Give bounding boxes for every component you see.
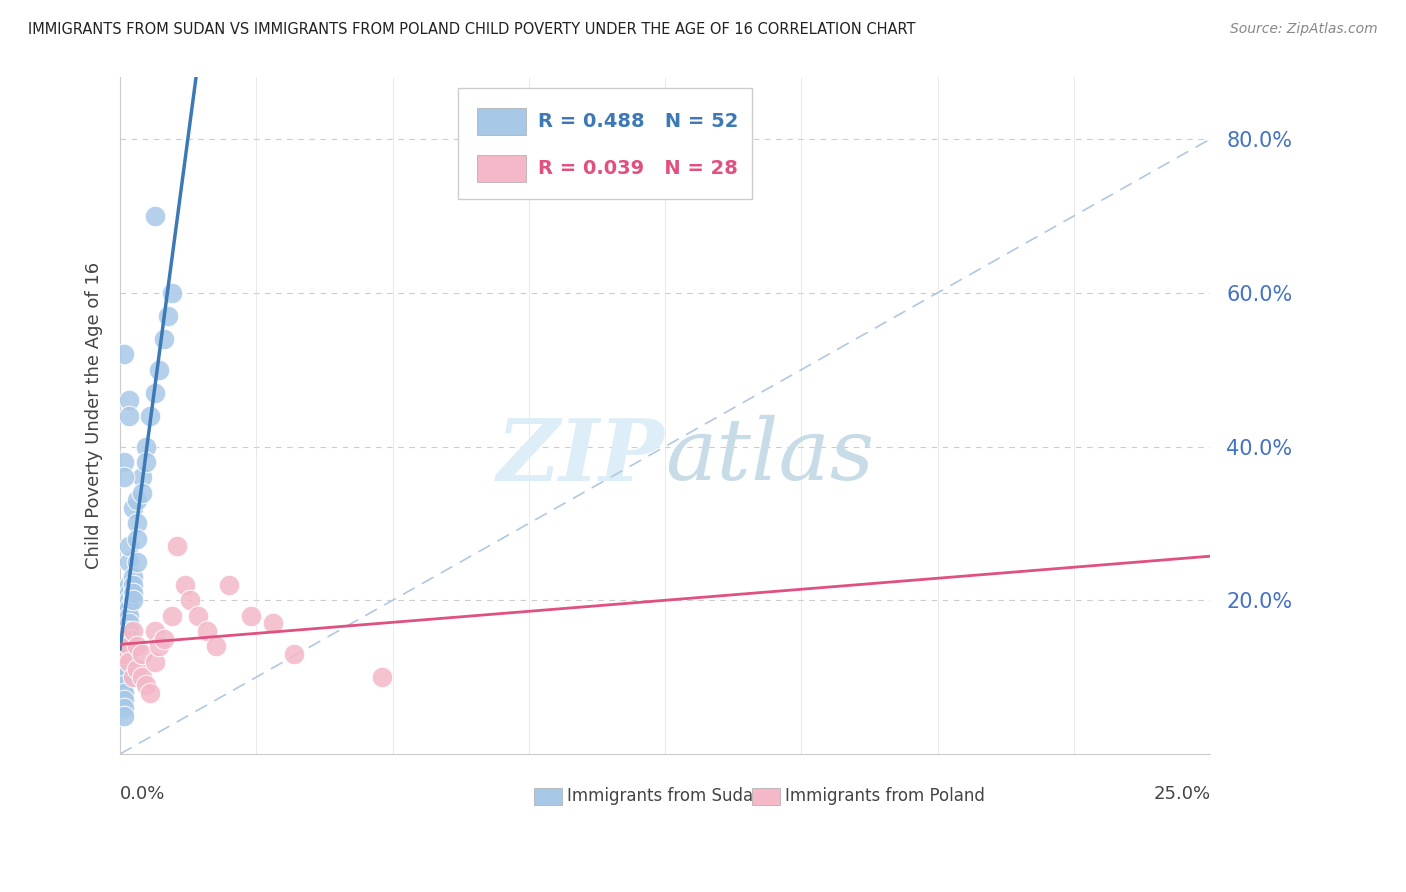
Point bbox=[112, 678, 135, 692]
Bar bbox=[534, 788, 561, 805]
Point bbox=[112, 663, 135, 677]
Point bbox=[112, 601, 135, 615]
Point bbox=[112, 670, 135, 684]
Point bbox=[162, 608, 184, 623]
Point bbox=[127, 663, 149, 677]
Point bbox=[112, 701, 135, 715]
Point bbox=[122, 585, 145, 599]
Point bbox=[118, 555, 141, 569]
Point bbox=[283, 647, 305, 661]
FancyBboxPatch shape bbox=[458, 87, 752, 199]
Point bbox=[118, 540, 141, 554]
Bar bbox=[477, 155, 526, 182]
Point bbox=[127, 555, 149, 569]
Bar bbox=[752, 788, 780, 805]
Point bbox=[112, 585, 135, 599]
Point bbox=[118, 393, 141, 408]
Point bbox=[112, 632, 135, 646]
Point bbox=[127, 640, 149, 654]
Point bbox=[143, 209, 166, 223]
Point bbox=[118, 608, 141, 623]
Point bbox=[135, 440, 157, 454]
Point bbox=[122, 501, 145, 516]
Point bbox=[166, 540, 188, 554]
Text: Immigrants from Poland: Immigrants from Poland bbox=[785, 787, 986, 805]
Point bbox=[112, 685, 135, 699]
Point bbox=[118, 616, 141, 631]
Point bbox=[156, 309, 179, 323]
Text: Source: ZipAtlas.com: Source: ZipAtlas.com bbox=[1230, 22, 1378, 37]
Text: 25.0%: 25.0% bbox=[1153, 784, 1211, 803]
Point bbox=[139, 685, 162, 699]
Point bbox=[112, 455, 135, 469]
Point bbox=[118, 593, 141, 607]
Point bbox=[143, 385, 166, 400]
Bar bbox=[477, 108, 526, 135]
Point bbox=[112, 647, 135, 661]
Point bbox=[112, 593, 135, 607]
Y-axis label: Child Poverty Under the Age of 16: Child Poverty Under the Age of 16 bbox=[86, 262, 103, 569]
Point bbox=[195, 624, 218, 638]
Point bbox=[122, 578, 145, 592]
Point bbox=[122, 593, 145, 607]
Point bbox=[118, 624, 141, 638]
Text: R = 0.488   N = 52: R = 0.488 N = 52 bbox=[537, 112, 738, 131]
Point bbox=[135, 678, 157, 692]
Point bbox=[174, 578, 197, 592]
Point bbox=[239, 608, 262, 623]
Text: atlas: atlas bbox=[665, 415, 875, 498]
Point bbox=[122, 670, 145, 684]
Point bbox=[187, 608, 209, 623]
Point bbox=[118, 601, 141, 615]
Text: 0.0%: 0.0% bbox=[120, 784, 166, 803]
Point bbox=[131, 485, 153, 500]
Point bbox=[131, 470, 153, 484]
Point bbox=[122, 624, 145, 638]
Text: R = 0.039   N = 28: R = 0.039 N = 28 bbox=[537, 160, 738, 178]
Point bbox=[112, 632, 135, 646]
Point bbox=[118, 655, 141, 669]
Point bbox=[112, 708, 135, 723]
Point bbox=[112, 624, 135, 638]
Text: ZIP: ZIP bbox=[498, 415, 665, 498]
Point bbox=[112, 655, 135, 669]
Point bbox=[152, 632, 174, 646]
Point bbox=[131, 670, 153, 684]
Point bbox=[127, 516, 149, 531]
Point bbox=[118, 578, 141, 592]
Point bbox=[122, 570, 145, 584]
Point bbox=[148, 640, 170, 654]
Point bbox=[112, 347, 135, 361]
Point bbox=[112, 647, 135, 661]
Text: Immigrants from Sudan: Immigrants from Sudan bbox=[567, 787, 763, 805]
Point bbox=[112, 616, 135, 631]
Point bbox=[262, 616, 284, 631]
Point bbox=[127, 532, 149, 546]
Point bbox=[112, 640, 135, 654]
Point bbox=[179, 593, 201, 607]
Point bbox=[118, 409, 141, 423]
Point bbox=[112, 470, 135, 484]
Point bbox=[162, 285, 184, 300]
Point bbox=[118, 640, 141, 654]
Point bbox=[152, 332, 174, 346]
Point bbox=[218, 578, 240, 592]
Point bbox=[135, 455, 157, 469]
Point bbox=[127, 493, 149, 508]
Point bbox=[370, 670, 392, 684]
Point bbox=[139, 409, 162, 423]
Text: IMMIGRANTS FROM SUDAN VS IMMIGRANTS FROM POLAND CHILD POVERTY UNDER THE AGE OF 1: IMMIGRANTS FROM SUDAN VS IMMIGRANTS FROM… bbox=[28, 22, 915, 37]
Point bbox=[148, 362, 170, 376]
Point bbox=[205, 640, 228, 654]
Point bbox=[118, 585, 141, 599]
Point bbox=[131, 647, 153, 661]
Point bbox=[118, 632, 141, 646]
Point bbox=[143, 624, 166, 638]
Point bbox=[143, 655, 166, 669]
Point bbox=[112, 608, 135, 623]
Point bbox=[112, 693, 135, 707]
